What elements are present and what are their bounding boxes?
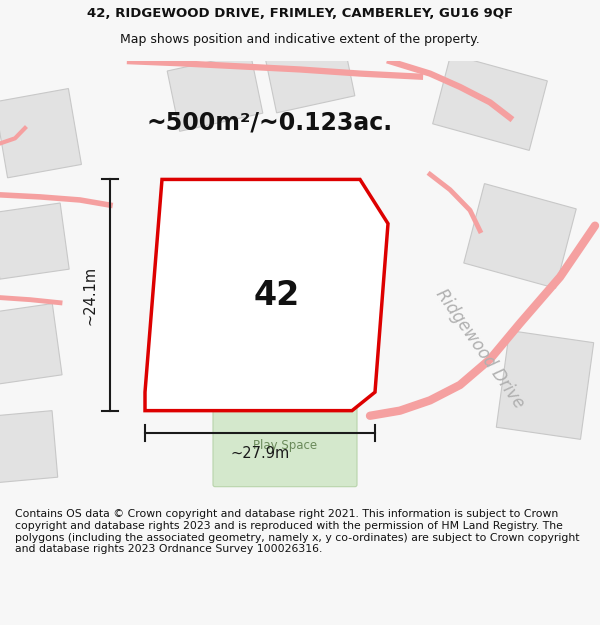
Polygon shape <box>464 184 576 288</box>
Polygon shape <box>167 53 263 131</box>
Polygon shape <box>0 89 82 178</box>
Text: Ridgewood Drive: Ridgewood Drive <box>432 286 528 412</box>
FancyBboxPatch shape <box>213 406 357 487</box>
Polygon shape <box>0 203 69 279</box>
Text: 42: 42 <box>253 279 299 311</box>
Text: Map shows position and indicative extent of the property.: Map shows position and indicative extent… <box>120 33 480 46</box>
Polygon shape <box>433 54 547 151</box>
Polygon shape <box>0 411 58 482</box>
Text: 42, RIDGEWOOD DRIVE, FRIMLEY, CAMBERLEY, GU16 9QF: 42, RIDGEWOOD DRIVE, FRIMLEY, CAMBERLEY,… <box>87 8 513 20</box>
Polygon shape <box>145 179 388 411</box>
Text: ~27.9m: ~27.9m <box>230 446 290 461</box>
Polygon shape <box>0 304 62 384</box>
Polygon shape <box>265 41 355 113</box>
Polygon shape <box>496 331 593 439</box>
Text: ~500m²/~0.123ac.: ~500m²/~0.123ac. <box>147 111 393 135</box>
Text: Contains OS data © Crown copyright and database right 2021. This information is : Contains OS data © Crown copyright and d… <box>15 509 580 554</box>
Text: Play Space: Play Space <box>253 439 317 452</box>
Text: ~24.1m: ~24.1m <box>83 266 98 324</box>
